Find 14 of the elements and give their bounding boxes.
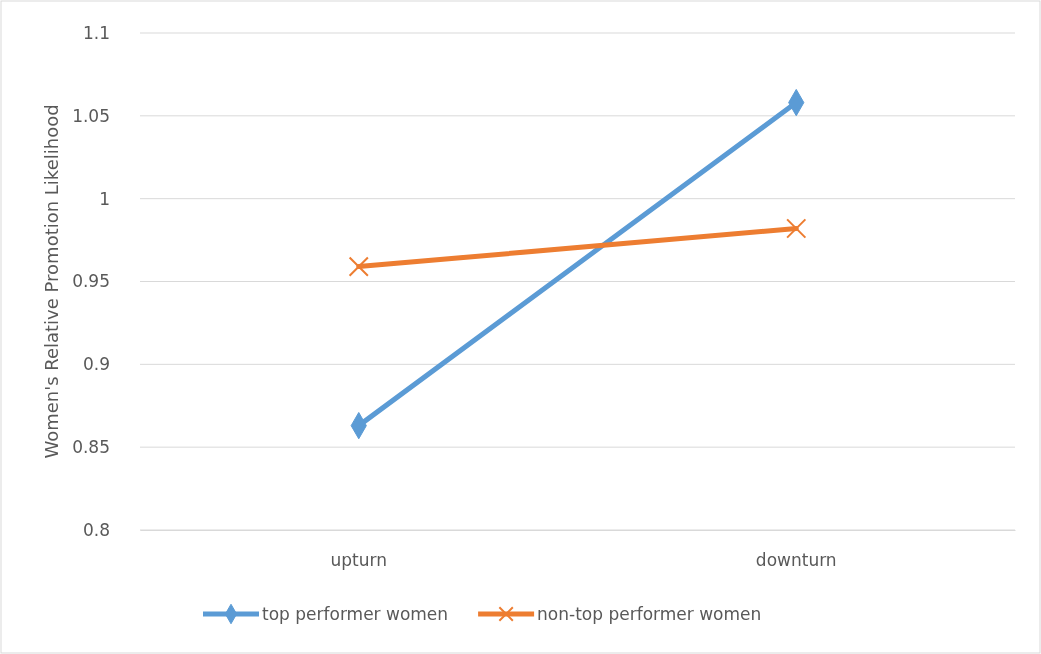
y-tick-label: 0.8: [82, 519, 110, 540]
point: [786, 218, 807, 239]
y-tick-label: 0.9: [82, 354, 110, 375]
point: [348, 256, 369, 277]
y-axis-title: Women's Relative Promotion Likelihood: [41, 104, 62, 459]
y-tick-label: 1.05: [72, 105, 110, 126]
y-tick-label: 1: [99, 188, 110, 209]
legend-label: top performer women: [262, 604, 449, 624]
x-tick-label: upturn: [330, 550, 387, 571]
legend-label: non-top performer women: [537, 604, 762, 624]
y-tick-label: 1.1: [82, 22, 110, 43]
y-tick-label: 0.85: [72, 437, 110, 458]
x-tick-label: downturn: [755, 550, 837, 571]
y-tick-label: 0.95: [72, 271, 110, 292]
